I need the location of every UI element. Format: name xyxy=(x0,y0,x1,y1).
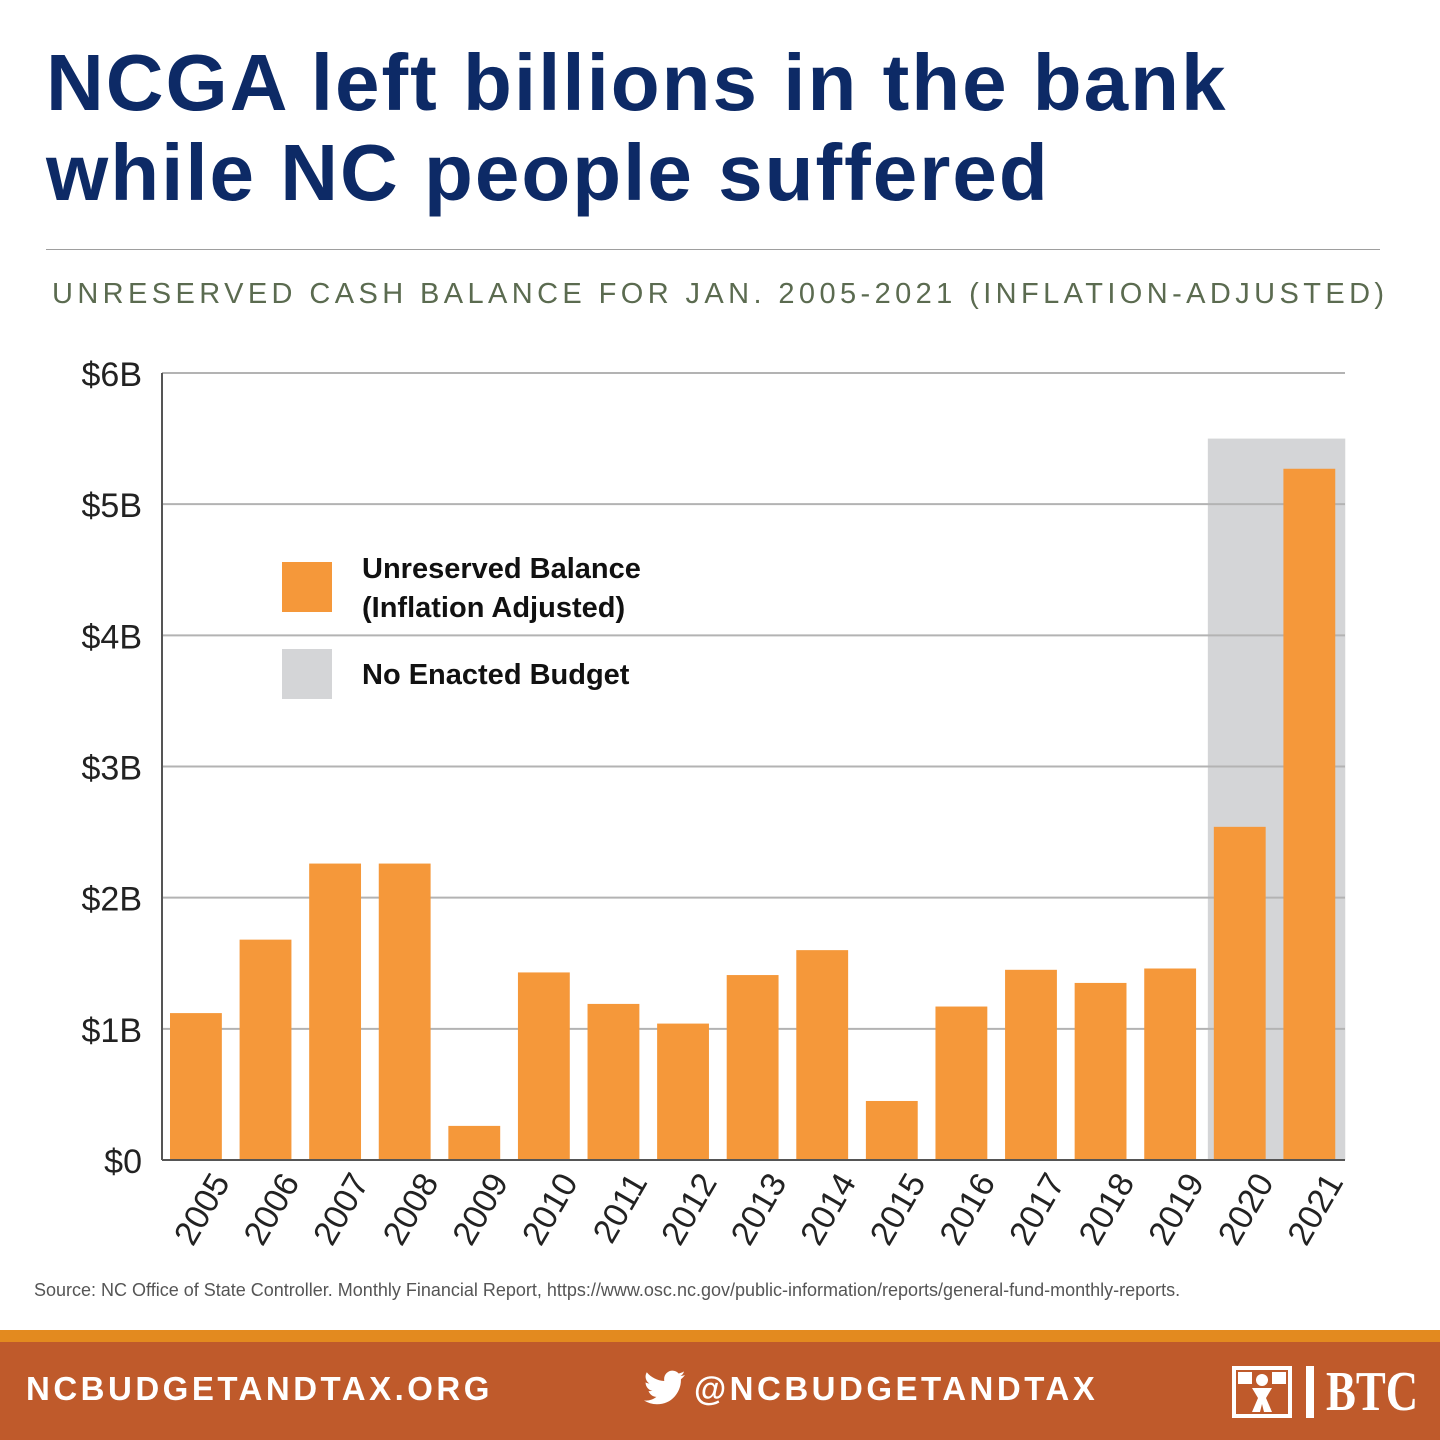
bar-2011 xyxy=(587,1003,640,1160)
headline: NCGA left billions in the bank while NC … xyxy=(46,38,1406,218)
y-tick-label: $6B xyxy=(82,356,143,394)
bar-2013 xyxy=(726,975,779,1160)
x-tick-label: 2018 xyxy=(1072,1167,1143,1252)
x-tick-label: 2021 xyxy=(1280,1167,1351,1252)
x-tick-label: 2020 xyxy=(1211,1167,1282,1252)
x-tick-label: 2008 xyxy=(376,1167,447,1252)
website-link[interactable]: NCBUDGETANDTAX.ORG xyxy=(26,1370,493,1407)
legend-swatch-balance xyxy=(282,562,332,612)
x-tick-label: 2007 xyxy=(306,1167,377,1252)
bar-2019 xyxy=(1144,968,1197,1160)
legend-label-balance-note: (Inflation Adjusted) xyxy=(362,592,625,624)
bar-2010 xyxy=(517,972,570,1160)
headline-line-1: NCGA left billions in the bank xyxy=(46,38,1228,127)
bar-2021 xyxy=(1283,468,1336,1160)
headline-line-2: while NC people suffered xyxy=(46,128,1050,217)
btc-logo[interactable]: BTC xyxy=(1232,1361,1422,1423)
bar-2020 xyxy=(1213,826,1266,1160)
y-tick-label: $2B xyxy=(82,881,143,919)
bar-2015 xyxy=(865,1100,918,1160)
x-tick-label: 2005 xyxy=(167,1167,238,1252)
legend-label-balance: Unreserved Balance xyxy=(362,553,641,585)
x-tick-label: 2019 xyxy=(1141,1167,1212,1252)
x-tick-label: 2010 xyxy=(515,1167,586,1252)
y-tick-label: $5B xyxy=(82,487,143,525)
bar-2014 xyxy=(796,950,849,1160)
x-tick-label: 2013 xyxy=(724,1167,795,1252)
y-tick-label: $3B xyxy=(82,750,143,788)
y-tick-label: $1B xyxy=(82,1012,143,1050)
x-tick-label: 2015 xyxy=(863,1167,934,1252)
footer-stripe xyxy=(0,1330,1440,1342)
bar-2012 xyxy=(657,1023,709,1160)
budget-tax-center-logo-icon xyxy=(1232,1366,1292,1418)
bar-2016 xyxy=(935,1006,988,1160)
y-tick-label: $0 xyxy=(104,1143,142,1181)
legend-swatch-no-budget xyxy=(282,649,332,699)
x-tick-label: 2006 xyxy=(236,1167,307,1252)
bar-2007 xyxy=(309,863,362,1160)
source-note: Source: NC Office of State Controller. M… xyxy=(34,1280,1181,1300)
x-tick-label: 2016 xyxy=(932,1167,1003,1252)
bar-chart: $0 $1B $2B $3B $4B $5B $6B 20052006200720082009… xyxy=(82,356,1352,1252)
x-tick-label: 2009 xyxy=(445,1167,516,1252)
x-tick-label: 2011 xyxy=(586,1167,655,1249)
bar-2017 xyxy=(1005,969,1057,1160)
twitter-icon xyxy=(644,1370,686,1405)
header-divider xyxy=(46,249,1380,250)
y-tick-label: $4B xyxy=(82,618,143,656)
x-tick-label: 2012 xyxy=(654,1167,725,1252)
legend-label-no-budget: No Enacted Budget xyxy=(362,659,630,691)
bar-2005 xyxy=(170,1013,222,1160)
logo-separator xyxy=(1306,1366,1314,1418)
footer-bar: NCBUDGETANDTAX.ORG @NCBUDGETANDTAX BTC xyxy=(0,1342,1440,1440)
logo-text: BTC xyxy=(1326,1361,1419,1423)
bar-2008 xyxy=(378,863,431,1160)
x-tick-label: 2014 xyxy=(793,1167,864,1252)
bar-2009 xyxy=(448,1125,501,1160)
twitter-handle: @NCBUDGETANDTAX xyxy=(694,1370,1099,1407)
bar-2006 xyxy=(239,939,292,1160)
chart-subtitle: UNRESERVED CASH BALANCE FOR JAN. 2005-20… xyxy=(52,278,1389,310)
x-tick-label: 2017 xyxy=(1002,1167,1073,1252)
bar-2018 xyxy=(1074,982,1127,1160)
